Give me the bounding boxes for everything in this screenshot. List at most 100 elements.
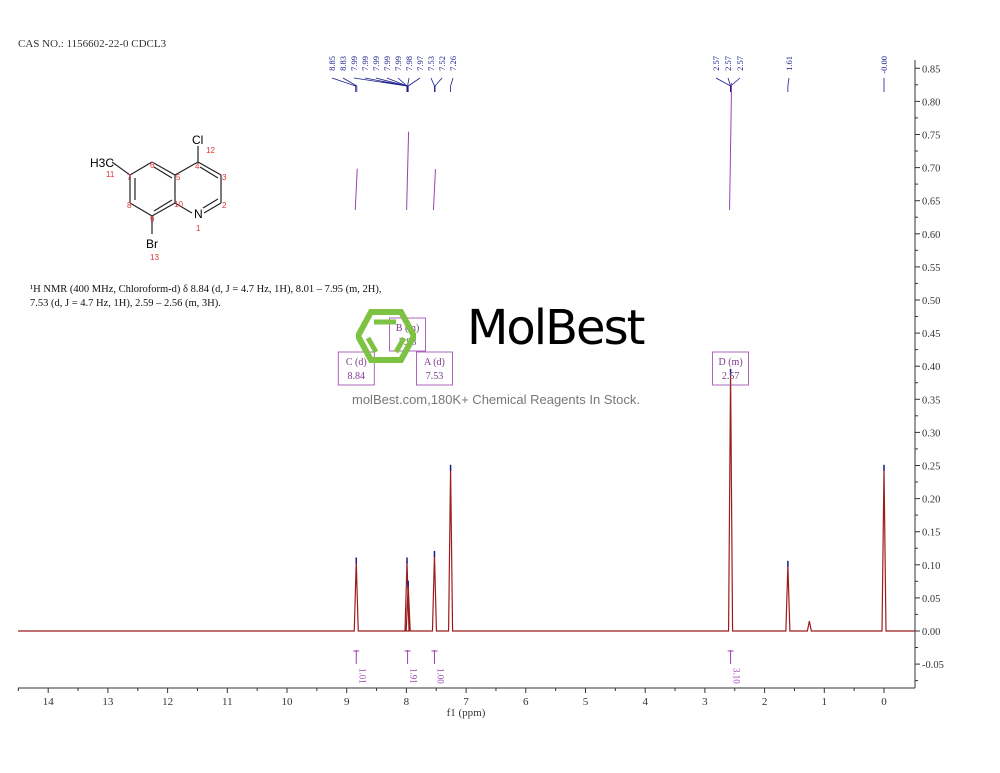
integral-curve xyxy=(432,168,436,211)
y-tick-label: 0.30 xyxy=(922,428,940,439)
y-tick-label: 0.25 xyxy=(922,462,940,473)
peak-label: 7.97 xyxy=(415,56,425,71)
molecule-structure: H3C Cl N Br 1 2 3 4 5 6 7 8 9 10 11 12 1… xyxy=(90,133,227,262)
atom-number: 6 xyxy=(150,161,155,170)
integral-value: 3.10 xyxy=(732,668,742,684)
atom-number: 5 xyxy=(176,173,181,182)
multiplet-shift: 7.53 xyxy=(426,371,444,382)
peak-label: 1.61 xyxy=(784,56,794,71)
x-tick-label: 8 xyxy=(404,696,410,708)
x-tick-label: 11 xyxy=(222,696,233,708)
peak-label: 7.98 xyxy=(404,56,414,71)
y-tick-label: 0.00 xyxy=(922,627,940,638)
molbest-logo-icon xyxy=(356,309,416,363)
nmr-description-line: 7.53 (d, J = 4.7 Hz, 1H), 2.59 – 2.56 (m… xyxy=(30,298,221,309)
y-tick-label: 0.60 xyxy=(922,230,940,241)
watermark-title: MolBest xyxy=(467,300,645,356)
nmr-description: ¹H NMR (400 MHz, Chloroform-d) δ 8.84 (d… xyxy=(30,283,381,311)
atom-number: 1 xyxy=(196,224,201,233)
y-tick-label: 0.80 xyxy=(922,97,940,108)
watermark: MolBest molBest.com,180K+ Chemical Reage… xyxy=(352,302,692,416)
x-tick-label: 1 xyxy=(822,696,828,708)
x-tick-label: 14 xyxy=(43,696,55,708)
methyl-label: H3C xyxy=(90,156,114,170)
y-tick-label: 0.55 xyxy=(922,263,940,274)
y-tick-label: 0.45 xyxy=(922,329,940,340)
y-tick-label: 0.75 xyxy=(922,131,940,142)
x-tick-label: 3 xyxy=(702,696,708,708)
y-tick-label: 0.50 xyxy=(922,296,940,307)
atom-number: 11 xyxy=(106,170,115,179)
y-tick-label: 0.10 xyxy=(922,561,940,572)
integral-curve xyxy=(354,168,358,211)
integral-value: 1.01 xyxy=(357,668,367,684)
atom-number: 7 xyxy=(127,173,132,182)
x-tick-label: 2 xyxy=(762,696,768,708)
peak-label: 8.85 xyxy=(327,56,337,71)
atom-number: 9 xyxy=(150,215,155,224)
peak-label: 7.99 xyxy=(382,56,392,71)
peak-label: 7.99 xyxy=(371,56,381,71)
atom-number: 3 xyxy=(222,173,227,182)
atom-number: 12 xyxy=(206,146,215,155)
peak-label-leader xyxy=(787,77,790,92)
x-tick-label: 12 xyxy=(162,696,173,708)
multiplet-letter: C (d) xyxy=(346,357,367,368)
cas-number-header: CAS NO.: 1156602-22-0 CDCL3 xyxy=(18,38,167,50)
peak-label: 7.99 xyxy=(360,56,370,71)
y-tick-label: 0.15 xyxy=(922,528,940,539)
x-tick-label: 13 xyxy=(102,696,114,708)
x-tick-label: 7 xyxy=(463,696,469,708)
x-axis-label: f1 (ppm) xyxy=(447,707,486,719)
bromine-label: Br xyxy=(146,237,158,251)
peak-label: 2.57 xyxy=(711,56,721,71)
atom-number: 8 xyxy=(127,201,132,210)
watermark-subtitle: molBest.com,180K+ Chemical Reagents In S… xyxy=(352,392,640,407)
integral-curve xyxy=(406,131,410,211)
chlorine-label: Cl xyxy=(192,133,203,147)
peak-label-leader xyxy=(331,77,357,92)
atom-number: 10 xyxy=(174,200,183,209)
y-tick-label: 0.20 xyxy=(922,495,940,506)
peak-label-leader xyxy=(434,77,443,92)
peak-label-leader xyxy=(407,77,421,92)
peak-label-leader xyxy=(430,77,435,92)
peak-label-leader xyxy=(386,77,408,92)
y-tick-label: 0.65 xyxy=(922,197,940,208)
peak-label: 7.99 xyxy=(349,56,359,71)
nitrogen-label: N xyxy=(194,207,203,221)
y-tick-label: 0.70 xyxy=(922,164,940,175)
peak-label: 7.99 xyxy=(393,56,403,71)
integral-value: 1.00 xyxy=(435,668,445,684)
atom-number: 13 xyxy=(150,253,159,262)
peak-label: 7.26 xyxy=(448,56,458,71)
y-tick-label: 0.05 xyxy=(922,594,940,605)
peak-label-leader xyxy=(450,77,454,92)
x-tick-label: 9 xyxy=(344,696,350,708)
peak-label: 2.57 xyxy=(735,56,745,71)
x-tick-label: 0 xyxy=(881,696,887,708)
nmr-description-line: ¹H NMR (400 MHz, Chloroform-d) δ 8.84 (d… xyxy=(30,284,382,295)
y-tick-label: 0.40 xyxy=(922,362,940,373)
multiplet-shift: 8.84 xyxy=(348,371,366,382)
peak-label: 2.57 xyxy=(723,56,733,71)
peak-label: -0.00 xyxy=(879,56,889,74)
multiplet-box xyxy=(712,351,749,386)
x-tick-label: 6 xyxy=(523,696,529,708)
multiplet-box xyxy=(337,351,375,386)
multiplet-box xyxy=(416,351,453,386)
y-tick-label: 0.85 xyxy=(922,64,940,75)
integral-curve xyxy=(729,82,733,211)
peak-label-leader xyxy=(407,77,410,92)
peak-label-leader xyxy=(353,77,408,92)
y-tick-label: 0.35 xyxy=(922,395,940,406)
integral-value: 1.91 xyxy=(409,668,419,684)
peak-label: 7.53 xyxy=(426,56,436,71)
x-tick-label: 10 xyxy=(282,696,294,708)
atom-number: 2 xyxy=(222,201,227,210)
multiplet-shift: 2.57 xyxy=(722,371,740,382)
multiplet-letter: A (d) xyxy=(424,357,445,368)
peak-label-leader xyxy=(342,77,358,92)
peak-label-leader xyxy=(397,77,408,92)
peak-label: 7.52 xyxy=(437,56,447,71)
